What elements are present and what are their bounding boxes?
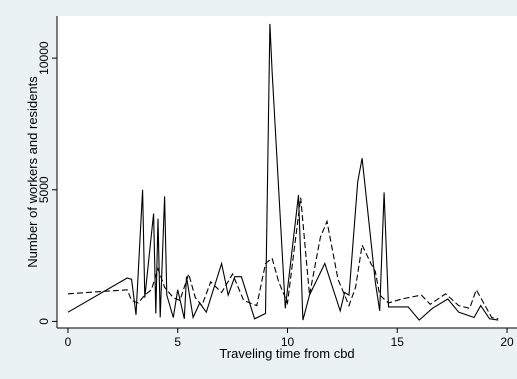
x-tick-label: 20 xyxy=(500,335,514,349)
x-tick-label: 0 xyxy=(65,335,72,349)
series-line-dashed xyxy=(67,197,499,320)
y-axis-title: Number of workers and residents xyxy=(25,76,40,268)
series-line-solid xyxy=(67,23,499,321)
y-tick-label: 10000 xyxy=(37,41,51,75)
x-axis-title: Traveling time from cbd xyxy=(219,346,354,361)
y-tick-label: 0 xyxy=(37,318,51,325)
plot-area xyxy=(57,16,517,328)
y-tick-label: 5000 xyxy=(37,176,51,203)
x-tick-label: 5 xyxy=(174,335,181,349)
x-tick-label: 10 xyxy=(281,335,295,349)
x-tick-label: 15 xyxy=(391,335,405,349)
